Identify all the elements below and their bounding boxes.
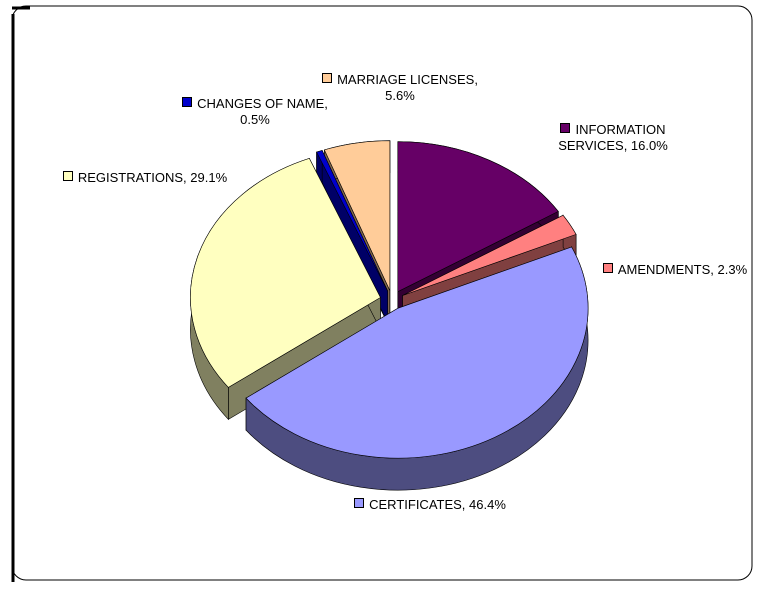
- legend-key: [182, 97, 193, 107]
- legend-key: [560, 123, 571, 133]
- data-label: CERTIFICATES, 46.4%: [345, 497, 515, 513]
- data-label: INFORMATION SERVICES, 16.0%: [528, 122, 698, 154]
- slice: [190, 157, 381, 388]
- legend-key: [62, 171, 73, 181]
- data-label-text: AMENDMENTS, 2.3%: [617, 262, 748, 277]
- slice: [397, 141, 559, 293]
- slice: [402, 214, 577, 296]
- legend-key: [602, 263, 613, 273]
- data-label-text: REGISTRATIONS, 29.1%: [77, 170, 228, 185]
- slice: [323, 140, 391, 291]
- data-label-text: CHANGES OF NAME, 0.5%: [197, 96, 328, 127]
- data-label: AMENDMENTS, 2.3%: [590, 262, 760, 278]
- data-label: MARRIAGE LICENSES, 5.6%: [315, 72, 485, 104]
- data-label: CHANGES OF NAME, 0.5%: [170, 96, 340, 128]
- data-label-text: MARRIAGE LICENSES, 5.6%: [337, 72, 478, 103]
- data-label-text: INFORMATION SERVICES, 16.0%: [558, 122, 668, 153]
- legend-key: [322, 73, 333, 83]
- slice: [316, 150, 388, 292]
- slice: [245, 246, 589, 459]
- data-label: REGISTRATIONS, 29.1%: [60, 170, 230, 186]
- legend-key: [354, 498, 365, 508]
- data-label-text: CERTIFICATES, 46.4%: [369, 497, 506, 512]
